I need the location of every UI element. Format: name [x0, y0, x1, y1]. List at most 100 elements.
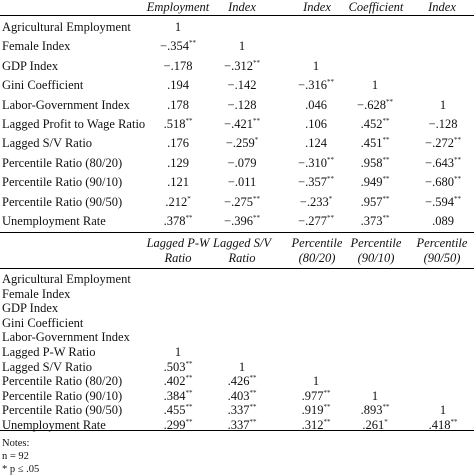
table-row: Female Index −.354** 1: [0, 36, 474, 56]
table-row: Agricultural Employment 1: [0, 17, 474, 37]
significance-marker: **: [185, 374, 193, 383]
significance-marker: *: [254, 136, 259, 145]
significance-marker: **: [252, 117, 260, 125]
significance-marker: **: [326, 78, 334, 87]
table-notes: Notes: n = 92 * p ≤ .05: [2, 437, 39, 476]
cell-value: −.079: [227, 155, 257, 170]
significance-marker: **: [188, 39, 196, 48]
row-label: Female Index: [2, 286, 71, 301]
cell-value: −.233*: [299, 194, 333, 209]
cell-value: 1: [439, 97, 447, 112]
table2-col-header-line1: Lagged S/V: [213, 236, 271, 250]
row-label: Lagged S/V Ratio: [2, 359, 93, 374]
significance-marker: **: [382, 117, 390, 125]
table-row: Unemployment Rate .378** −.396** −.277** .37…: [0, 211, 474, 231]
significance-marker: **: [249, 388, 257, 397]
cell-value: −.594**: [425, 194, 461, 209]
cell-value: .312**: [301, 418, 331, 432]
cell-value: .418**: [428, 418, 458, 432]
cell-value: .893**: [360, 403, 390, 418]
table-row: Lagged S/V Ratio .176 −.259* .124 .451** −.27…: [0, 133, 474, 153]
cell-value: .176: [167, 136, 189, 151]
notes-line-text: * p ≤ .05: [2, 464, 40, 475]
cell-value: .337**: [227, 403, 257, 418]
cell-value: 1: [238, 359, 246, 374]
cell-value: .121: [167, 175, 189, 190]
significance-marker: **: [326, 155, 334, 164]
table2-header-rule: [0, 268, 474, 269]
cell-value: −.275**: [224, 194, 260, 209]
table-row: Agricultural Employment: [0, 269, 474, 289]
cell-value: −.643**: [425, 155, 461, 170]
table1-header-rule: [0, 15, 474, 16]
cell-value: .212*: [165, 194, 191, 209]
table-row: Percentile Ratio (80/20) .129 −.079 −.310**…: [0, 153, 474, 173]
cell-value: −.128: [227, 97, 257, 112]
table2-col-header-line1: Lagged P-W: [146, 236, 210, 250]
significance-marker: **: [453, 155, 461, 164]
row-label: Agricultural Employment: [2, 272, 131, 286]
significance-marker: **: [252, 58, 260, 67]
cell-value: .106: [305, 117, 327, 131]
table1-col-header: Index: [228, 0, 256, 14]
significance-marker: **: [185, 388, 193, 397]
significance-marker: **: [382, 136, 390, 145]
cell-value: −.128: [428, 117, 458, 131]
table-row: Lagged Profit to Wage Ratio .518** −.421**…: [0, 114, 474, 134]
cell-value: −.421**: [224, 117, 260, 131]
significance-marker: **: [249, 418, 257, 426]
cell-value: .178: [167, 97, 189, 112]
row-label: Percentile Ratio (90/50): [2, 403, 123, 418]
row-label: Unemployment Rate: [2, 214, 106, 228]
cell-value: 1: [312, 374, 320, 389]
notes-heading: Notes:: [2, 438, 30, 449]
table-row: Lagged P-W Ratio 1: [0, 342, 474, 362]
table1-col-header: Coefficient: [348, 0, 404, 14]
row-label: Percentile Ratio (80/20): [2, 374, 123, 389]
cell-value: .977**: [301, 388, 331, 403]
cell-value: −.354**: [160, 39, 196, 54]
row-label: Lagged S/V Ratio: [2, 136, 93, 151]
cell-value: .426**: [227, 374, 257, 389]
cell-value: −.259*: [225, 136, 259, 151]
table2-col-header-line1: Percentile: [291, 236, 343, 250]
table2-col-header-line2: Ratio: [164, 251, 192, 265]
table-row: Percentile Ratio (90/10) .384** .403** .977…: [0, 386, 474, 406]
significance-marker: **: [323, 418, 331, 426]
table2-col-header-line1: Percentile: [350, 236, 402, 250]
cell-value: .518**: [163, 117, 193, 131]
table1-col-header: Employment: [146, 0, 210, 14]
table-row: Female Index: [0, 284, 474, 304]
table2-col-header-line2: (80/20): [298, 251, 336, 265]
table2-col-header-line2: (90/10): [357, 251, 395, 265]
row-label: Percentile Ratio (90/10): [2, 388, 123, 403]
table-row: Lagged S/V Ratio .503** 1: [0, 357, 474, 377]
cell-value: −.310**: [298, 155, 334, 170]
significance-marker: **: [453, 136, 461, 145]
cell-value: .503**: [163, 359, 193, 374]
table-row: Gini Coefficient .194 −.142 −.316** 1: [0, 75, 474, 95]
notes-line: * p ≤ .05: [2, 463, 39, 476]
significance-marker: **: [185, 403, 193, 412]
row-label: Unemployment Rate: [2, 418, 106, 432]
significance-marker: **: [185, 418, 193, 426]
table1-col-header: Index: [303, 0, 331, 14]
cell-value: 1: [371, 388, 379, 403]
cell-value: 1: [174, 345, 182, 359]
row-label: Labor-Government Index: [2, 97, 130, 112]
row-label: Percentile Ratio (80/20): [2, 155, 123, 170]
table1-col-header: Index: [428, 0, 456, 14]
cell-value: .451**: [360, 136, 390, 151]
significance-marker: **: [385, 97, 393, 106]
row-label: GDP Index: [2, 301, 59, 316]
cell-value: .384**: [163, 388, 193, 403]
cell-value: .378**: [163, 214, 193, 228]
notes-line: n = 92: [2, 451, 29, 462]
row-label: Agricultural Employment: [2, 20, 131, 34]
significance-marker: **: [382, 403, 390, 412]
cell-value: .194: [167, 78, 189, 93]
significance-marker: *: [384, 418, 388, 426]
significance-marker: **: [382, 175, 390, 184]
cell-value: −.011: [227, 175, 257, 190]
row-label: Lagged P-W Ratio: [2, 345, 96, 359]
